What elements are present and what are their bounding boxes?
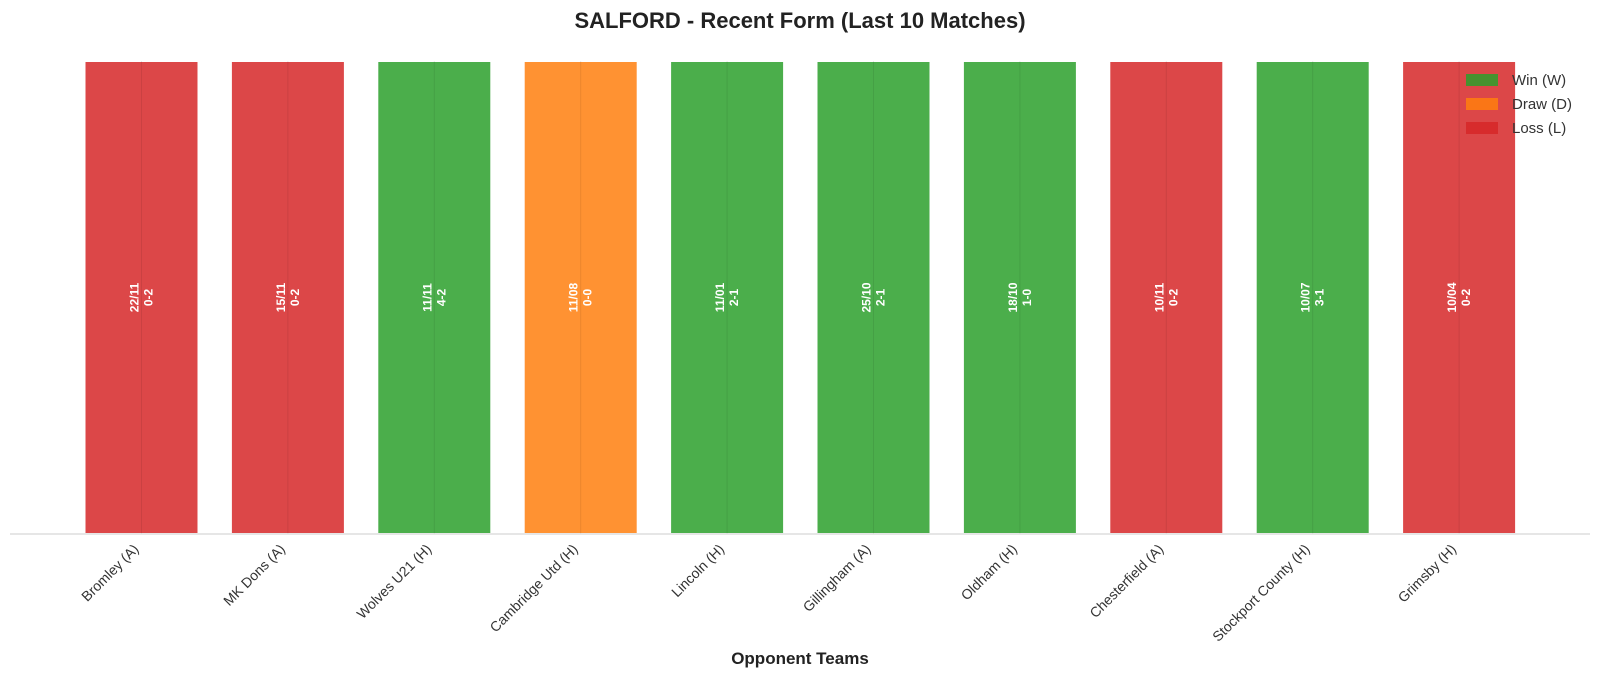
x-tick-label: Cambridge Utd (H) [486, 541, 580, 635]
bar-label: 11/012-1 [713, 282, 741, 312]
bar-label: 11/114-2 [420, 283, 448, 312]
chart-title: SALFORD - Recent Form (Last 10 Matches) [574, 8, 1025, 33]
x-tick-label: Chesterfield (A) [1086, 541, 1166, 621]
bar-label: 22/110-2 [128, 282, 156, 312]
legend-swatch [1466, 122, 1498, 134]
x-tick-label: Grimsby (H) [1395, 541, 1460, 606]
bar-label: 15/110-2 [274, 282, 302, 312]
bar [83, 60, 200, 535]
bar-label: 10/110-2 [1152, 282, 1180, 312]
bar [1108, 60, 1225, 535]
legend-swatch [1466, 98, 1498, 110]
x-tick-labels: Bromley (A) MK Dons (A) Wolves U21 (H) Camb… [78, 541, 1459, 645]
bar-label: 18/101-0 [1006, 282, 1034, 312]
bar [815, 60, 932, 535]
x-axis-label: Opponent Teams [731, 649, 869, 668]
legend-label: Loss (L) [1512, 120, 1566, 137]
bar [376, 60, 493, 535]
bar-label: 11/080-0 [567, 282, 595, 312]
x-tick-label: Oldham (H) [958, 541, 1020, 603]
legend-swatch [1466, 74, 1498, 86]
x-tick-label: Gillingham (A) [800, 541, 874, 615]
bar [961, 60, 1078, 535]
x-tick-label: Lincoln (H) [668, 541, 727, 600]
x-tick-label: Stockport County (H) [1209, 541, 1313, 645]
bars-group: 22/110-2 15/110-2 11/114-2 11/080-0 11/012-1… [83, 60, 1518, 535]
legend: Win (W) Draw (D) Loss (L) [1466, 72, 1572, 137]
x-tick-label: Wolves U21 (H) [353, 541, 434, 622]
bar [1401, 60, 1518, 535]
legend-label: Draw (D) [1512, 96, 1572, 113]
x-tick-label: MK Dons (A) [220, 541, 288, 609]
bar-label: 10/040-2 [1445, 282, 1473, 312]
legend-label: Win (W) [1512, 72, 1566, 89]
x-tick-label: Bromley (A) [78, 541, 142, 605]
bar-label: 10/073-1 [1299, 282, 1327, 312]
bar [229, 60, 346, 535]
bar-label: 25/102-1 [860, 282, 888, 312]
bar [1254, 60, 1371, 535]
